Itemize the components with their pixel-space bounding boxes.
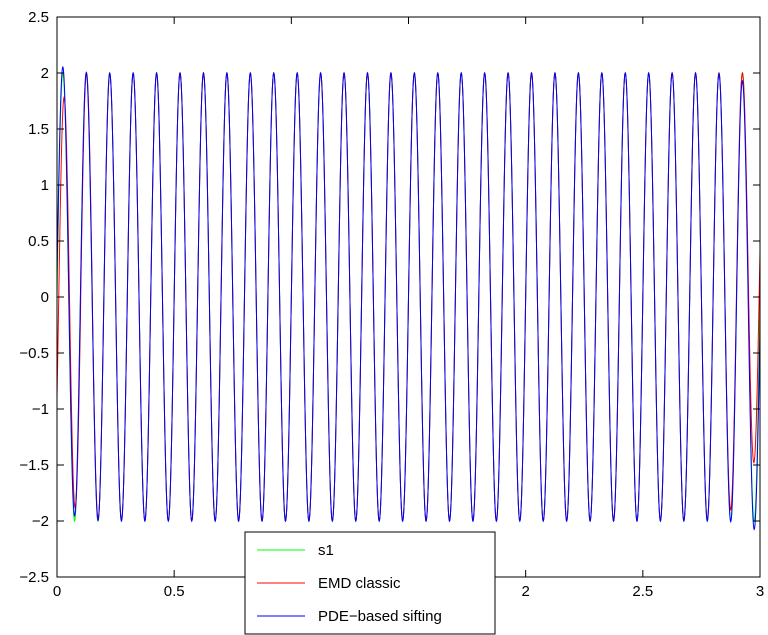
y-tick-label: −2 xyxy=(32,513,49,530)
y-tick-label: −1.5 xyxy=(19,457,49,474)
y-tick-label: 0 xyxy=(41,289,49,306)
x-tick-label: 0 xyxy=(53,583,61,600)
ticks-layer: 00.511.522.53−2.5−2−1.5−1−0.500.511.522.… xyxy=(19,9,764,600)
y-tick-label: 1.5 xyxy=(28,121,49,138)
y-tick-label: 2.5 xyxy=(28,9,49,26)
y-tick-label: 1 xyxy=(41,177,49,194)
legend-label-s1: s1 xyxy=(318,542,334,559)
legend-label-pde-sifting: PDE−based sifting xyxy=(318,608,442,625)
series-layer xyxy=(57,65,760,531)
legend-label-emd-classic: EMD classic xyxy=(318,575,401,592)
y-tick-label: −0.5 xyxy=(19,345,49,362)
y-tick-label: 0.5 xyxy=(28,233,49,250)
y-tick-label: 2 xyxy=(41,65,49,82)
x-tick-label: 3 xyxy=(756,583,764,600)
series-pde-sifting-line xyxy=(57,65,760,531)
x-tick-label: 0.5 xyxy=(164,583,185,600)
legend: s1 EMD classic PDE−based sifting xyxy=(244,531,496,635)
x-tick-label: 2.5 xyxy=(632,583,653,600)
y-tick-label: −2.5 xyxy=(19,569,49,586)
x-tick-label: 2 xyxy=(521,583,529,600)
y-tick-label: −1 xyxy=(32,401,49,418)
